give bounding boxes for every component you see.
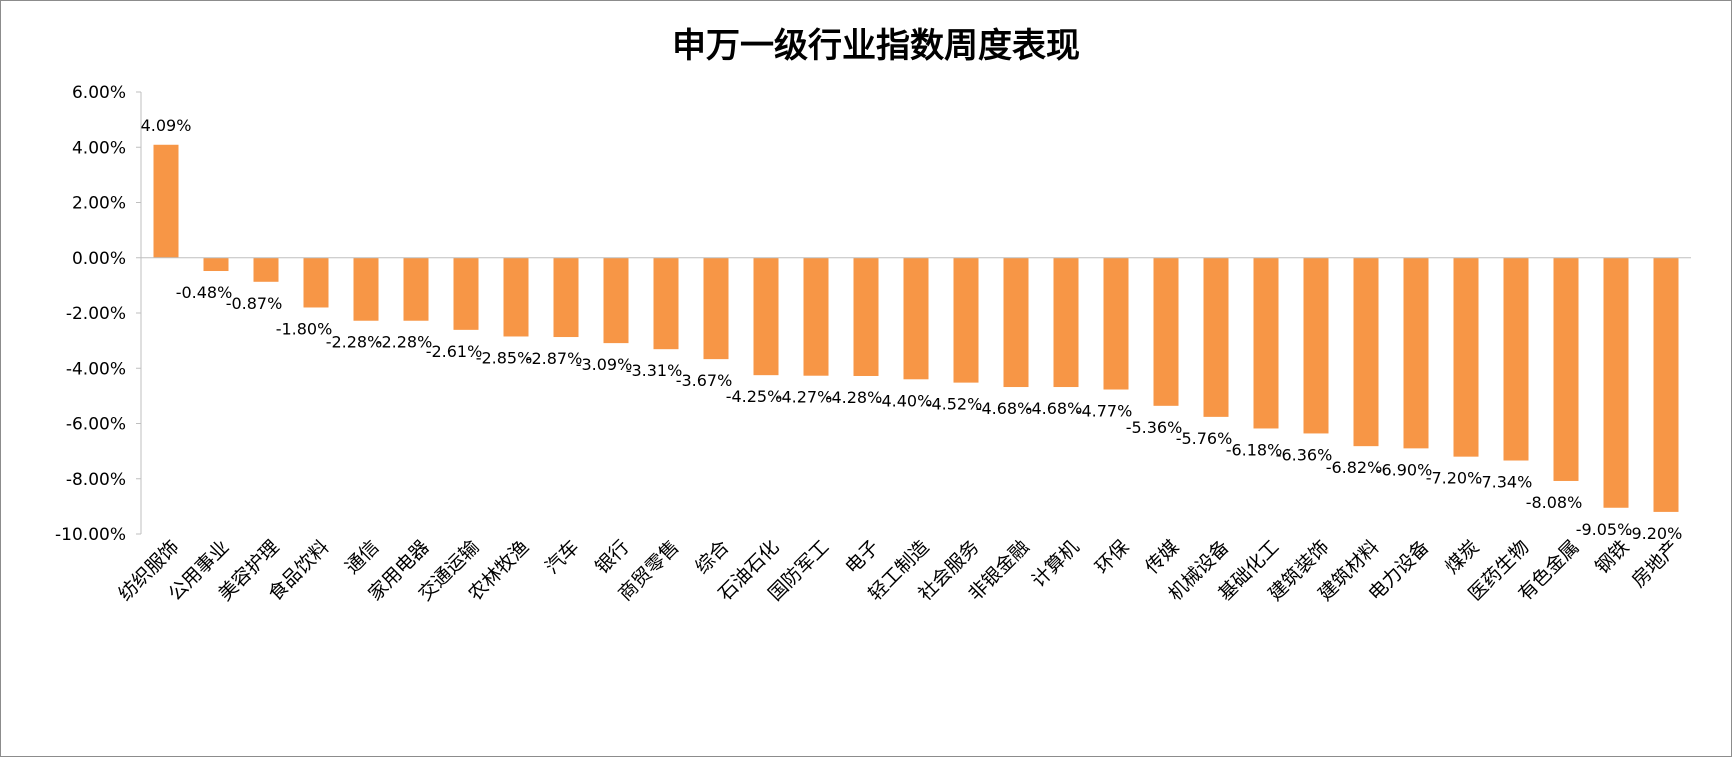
x-tick-label: 汽车 <box>541 536 583 578</box>
bar <box>453 257 479 330</box>
bar <box>253 257 279 282</box>
data-label: -8.08% <box>1526 493 1583 512</box>
x-tick-label: 环保 <box>1091 536 1133 578</box>
data-label: -2.28% <box>326 333 383 352</box>
bar <box>1453 257 1479 457</box>
x-tick-label: 电子 <box>841 536 883 578</box>
data-label: -3.31% <box>626 361 683 380</box>
bar <box>1253 257 1279 429</box>
data-label: -7.34% <box>1476 473 1533 492</box>
data-label: -1.80% <box>276 319 333 338</box>
data-labels: 4.09%-0.48%-0.87%-1.80%-2.28%-2.28%-2.61… <box>141 116 1683 543</box>
data-label: -2.61% <box>426 342 483 361</box>
data-label: -6.82% <box>1326 458 1383 477</box>
data-label: -4.68% <box>976 399 1033 418</box>
x-tick-label: 计算机 <box>1028 536 1084 592</box>
data-label: -2.87% <box>526 349 583 368</box>
bar <box>1153 257 1179 406</box>
x-tick-label: 传媒 <box>1141 536 1183 578</box>
bar <box>403 257 429 321</box>
bar <box>1553 257 1579 481</box>
bar <box>1403 257 1429 449</box>
data-label: -2.28% <box>376 333 433 352</box>
bar <box>1053 257 1079 388</box>
bar <box>853 257 879 376</box>
bar <box>753 257 779 376</box>
bar <box>303 257 329 308</box>
bar <box>203 257 229 272</box>
data-label: -6.36% <box>1276 445 1333 464</box>
bar <box>1003 257 1029 388</box>
y-tick-label: -10.00% <box>55 525 126 545</box>
data-label: 4.09% <box>141 116 192 135</box>
y-tick-label: -2.00% <box>66 304 126 324</box>
data-label: -4.27% <box>776 388 833 407</box>
data-label: -9.05% <box>1576 520 1633 539</box>
y-tick-label: 0.00% <box>72 249 126 269</box>
data-label: -4.68% <box>1026 399 1083 418</box>
bar <box>803 257 829 376</box>
bars <box>153 144 1679 512</box>
bar <box>1503 257 1529 461</box>
bar <box>653 257 679 350</box>
bar <box>1603 257 1629 508</box>
data-label: -6.90% <box>1376 460 1433 479</box>
bar <box>153 144 179 258</box>
bar <box>1203 257 1229 417</box>
data-label: -2.85% <box>476 348 533 367</box>
data-label: -4.77% <box>1076 402 1133 421</box>
x-tick-label: 通信 <box>341 536 383 578</box>
data-label: -3.09% <box>576 355 633 374</box>
bar <box>953 257 979 383</box>
data-label: -7.20% <box>1426 469 1483 488</box>
y-tick-label: -8.00% <box>66 470 126 490</box>
data-label: -4.25% <box>726 387 783 406</box>
data-label: -6.18% <box>1226 440 1283 459</box>
data-label: -5.36% <box>1126 418 1183 437</box>
data-label: -3.67% <box>676 371 733 390</box>
chart-title: 申万一级行业指数周度表现 <box>672 26 1080 66</box>
data-label: -5.76% <box>1176 429 1233 448</box>
bar <box>603 257 629 344</box>
x-tick-label: 银行 <box>591 536 633 578</box>
x-tick-label: 房地产 <box>1628 536 1684 592</box>
bar <box>903 257 929 380</box>
bar <box>1353 257 1379 447</box>
data-label: -4.52% <box>926 395 983 414</box>
bar <box>553 257 579 338</box>
y-tick-label: 2.00% <box>72 194 126 214</box>
bar <box>703 257 729 360</box>
y-tick-label: -4.00% <box>66 359 126 379</box>
data-label: -4.40% <box>876 391 933 410</box>
y-tick-label: 6.00% <box>72 83 126 103</box>
bar <box>1303 257 1329 434</box>
data-label: -0.87% <box>226 294 283 313</box>
bar <box>503 257 529 337</box>
bar <box>1103 257 1129 390</box>
data-label: -9.20% <box>1626 524 1683 543</box>
x-tick-label: 综合 <box>691 536 733 578</box>
data-label: -4.28% <box>826 388 883 407</box>
bar <box>1653 257 1679 512</box>
data-label: -0.48% <box>176 283 233 302</box>
bar <box>353 257 379 321</box>
y-tick-label: -6.00% <box>66 415 126 435</box>
y-tick-label: 4.00% <box>72 138 126 158</box>
y-axis: 6.00% 4.00% 2.00% 0.00% -2.00% -4.00% -6.00% -8… <box>55 83 142 545</box>
x-tick-label: 煤炭 <box>1441 536 1483 578</box>
